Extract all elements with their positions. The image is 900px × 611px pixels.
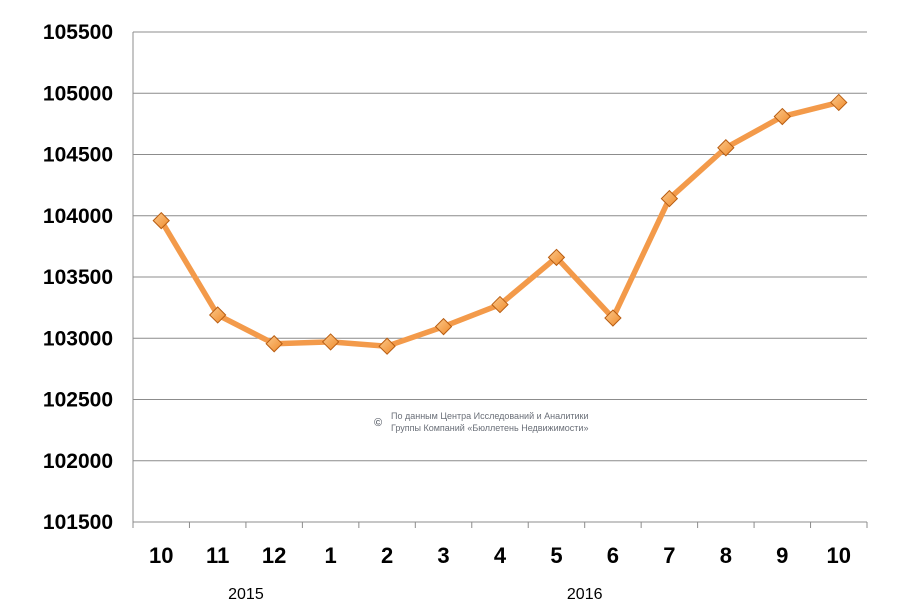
- data-point-marker: [604, 309, 622, 327]
- x-tick-label: 3: [437, 543, 449, 568]
- y-tick-label: 104500: [43, 144, 113, 167]
- grid-lines: [133, 31, 867, 523]
- year-label: 2015: [228, 586, 264, 603]
- data-point-marker: [547, 248, 566, 267]
- data-point-marker: [321, 333, 340, 351]
- x-tick-label: 10: [149, 543, 173, 568]
- x-tick-label: 10: [827, 543, 851, 568]
- watermark-line-2: Группы Компаний «Бюллетень Недвижимости»: [391, 423, 588, 433]
- data-point-marker: [265, 335, 283, 353]
- data-point-marker: [773, 107, 792, 126]
- data-point-marker: [434, 317, 453, 336]
- data-point-marker: [830, 93, 848, 112]
- data-point-marker: [378, 337, 396, 355]
- year-label: 2016: [567, 586, 603, 603]
- y-tick-label: 101500: [43, 511, 113, 534]
- x-tick-label: 1: [324, 543, 336, 568]
- markers-group: [152, 93, 848, 355]
- data-point-marker: [152, 211, 170, 230]
- data-point-marker: [717, 139, 735, 157]
- y-tick-label: 102000: [43, 450, 113, 473]
- y-tick-label: 105000: [43, 82, 113, 105]
- watermark-line-1: По данным Центра Исследований и Аналитик…: [391, 411, 589, 421]
- x-tick-label: 8: [720, 543, 732, 568]
- x-tick-label: 11: [206, 543, 229, 568]
- x-tick-label: 2: [381, 543, 393, 568]
- y-axis: 101500 102000 102500 103000 103500 104000 1045…: [43, 21, 134, 534]
- x-tick-label: 5: [550, 543, 562, 568]
- y-tick-label: 104000: [43, 205, 113, 228]
- watermark: © По данным Центра Исследований и Аналит…: [374, 411, 589, 433]
- y-tick-label: 105500: [43, 21, 113, 44]
- x-tick-label: 7: [663, 543, 675, 568]
- y-tick-label: 103500: [43, 266, 113, 289]
- x-tick-label: 9: [776, 543, 788, 568]
- x-tick-label: 4: [494, 543, 507, 568]
- copyright-symbol: ©: [374, 417, 382, 429]
- x-tick-label: 6: [607, 543, 619, 568]
- x-tick-label: 12: [262, 543, 286, 568]
- y-tick-label: 102500: [43, 389, 113, 412]
- data-point-marker: [208, 306, 227, 324]
- data-point-marker: [491, 295, 509, 314]
- y-tick-label: 103000: [43, 327, 113, 350]
- data-point-marker: [660, 189, 679, 208]
